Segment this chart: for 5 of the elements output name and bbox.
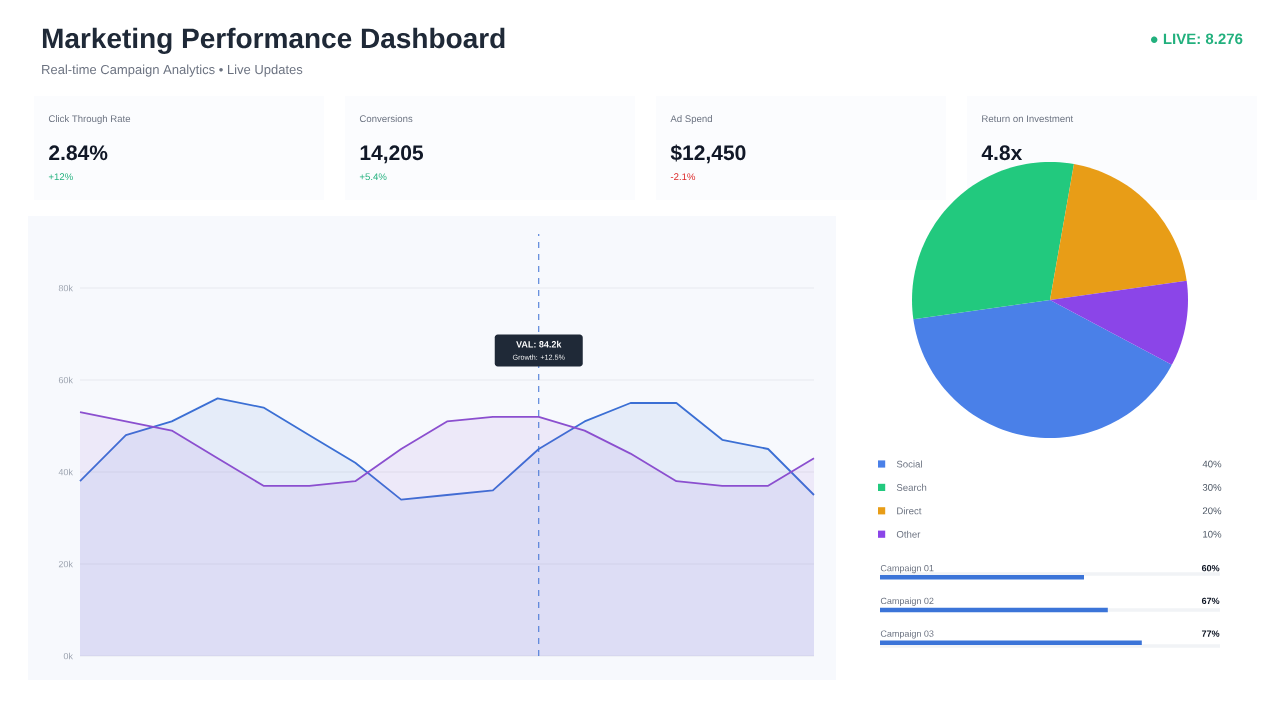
text: 14,205 [360,145,424,164]
text: Marketing Performance Dashboard [42,27,505,54]
text: 2.84% [49,145,108,161]
text: $12,450 [670,144,746,164]
text: 4.8x [981,145,1023,161]
